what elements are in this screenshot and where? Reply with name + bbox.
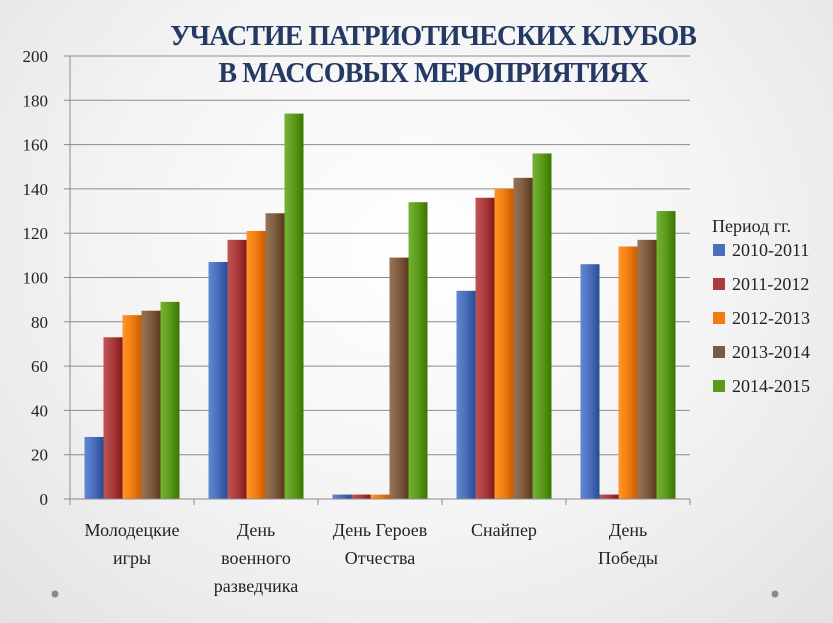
bar-2011-2012-cat-3 (475, 197, 495, 499)
y-tick-label: 60 (31, 357, 48, 376)
y-tick-label: 140 (23, 180, 49, 199)
chart-title: УЧАСТИЕ ПАТРИОТИЧЕСКИХ КЛУБОВ В МАССОВЫХ… (170, 21, 697, 89)
y-axis-tick-labels: 0 20 40 60 80 100 120 140 160 180 200 (23, 47, 49, 509)
y-tick-label: 80 (31, 313, 48, 332)
axes (64, 55, 691, 505)
bars (84, 113, 676, 500)
y-tick-label: 20 (31, 446, 48, 465)
x-category-label-line: военного (221, 548, 291, 568)
y-tick-label: 180 (23, 91, 49, 110)
decorative-dot-left (51, 590, 59, 598)
x-category-label-line: Молодецкие (85, 520, 180, 540)
bar-2012-2013-cat-1 (246, 230, 266, 500)
x-category-label-line: разведчика (214, 576, 299, 596)
bar-2010-2011-cat-3 (456, 290, 476, 499)
legend-label-2013-2014: 2013-2014 (732, 342, 810, 362)
bar-2014-2015-cat-3 (532, 153, 552, 499)
bar-2011-2012-cat-4 (599, 494, 619, 499)
bar-2014-2015-cat-1 (284, 113, 304, 499)
x-category-label: Молодецкие игры (85, 520, 180, 568)
y-tick-label: 120 (23, 224, 49, 243)
x-category-label-line: День (609, 520, 647, 540)
y-tick-label: 40 (31, 401, 48, 420)
bar-2012-2013-cat-0 (122, 315, 142, 499)
bar-2010-2011-cat-2 (332, 494, 352, 499)
bar-2010-2011-cat-1 (208, 261, 228, 499)
y-tick-label: 160 (23, 136, 49, 155)
bar-2013-2014-cat-0 (141, 310, 161, 499)
legend-label-2010-2011: 2010-2011 (732, 240, 809, 260)
bar-2012-2013-cat-4 (618, 246, 638, 499)
x-category-label: День Героев Отчества (333, 520, 428, 568)
bar-2011-2012-cat-2 (351, 494, 371, 499)
chart-title-line-2: В МАССОВЫХ МЕРОПРИЯТИЯХ (218, 58, 648, 89)
x-category-label-line: Победы (598, 548, 658, 568)
bar-2014-2015-cat-2 (408, 202, 428, 499)
legend-swatch-2011-2012 (713, 278, 725, 290)
bar-2012-2013-cat-2 (370, 494, 390, 499)
bar-2012-2013-cat-3 (494, 188, 514, 499)
legend-label-2011-2012: 2011-2012 (732, 274, 809, 294)
x-category-label: День Победы (598, 520, 658, 568)
legend-label-2012-2013: 2012-2013 (732, 308, 810, 328)
bar-2011-2012-cat-1 (227, 239, 247, 499)
x-category-label-line: День (237, 520, 275, 540)
x-category-label-line: игры (113, 548, 151, 568)
legend-swatch-2010-2011 (713, 244, 725, 256)
bar-2014-2015-cat-4 (656, 211, 676, 500)
legend-label-2014-2015: 2014-2015 (732, 376, 810, 396)
x-category-label-line: Отчества (345, 548, 415, 568)
bar-2013-2014-cat-2 (389, 257, 409, 499)
x-category-label: День военного разведчика (214, 520, 299, 596)
bar-2013-2014-cat-3 (513, 177, 533, 499)
bar-2011-2012-cat-0 (103, 337, 123, 499)
bar-2010-2011-cat-0 (84, 436, 104, 499)
legend-swatch-2014-2015 (713, 380, 725, 392)
chart-title-line-1: УЧАСТИЕ ПАТРИОТИЧЕСКИХ КЛУБОВ (170, 21, 696, 52)
x-category-label: Снайпер (471, 520, 537, 540)
x-category-label-line: Снайпер (471, 520, 537, 540)
bar-2014-2015-cat-0 (160, 301, 180, 499)
decorative-dot-right (771, 590, 779, 598)
y-tick-label: 200 (23, 47, 49, 66)
legend-title: Период гг. (712, 216, 791, 236)
bar-2010-2011-cat-4 (580, 264, 600, 499)
y-tick-label: 0 (40, 490, 49, 509)
legend-swatch-2012-2013 (713, 312, 725, 324)
x-category-label-line: День Героев (333, 520, 428, 540)
legend-swatch-2013-2014 (713, 346, 725, 358)
bar-2013-2014-cat-1 (265, 213, 285, 499)
bar-2013-2014-cat-4 (637, 239, 657, 499)
legend: Период гг. 2010-2011 2011-2012 2012-2013 20… (712, 216, 810, 396)
y-tick-label: 100 (23, 269, 49, 288)
